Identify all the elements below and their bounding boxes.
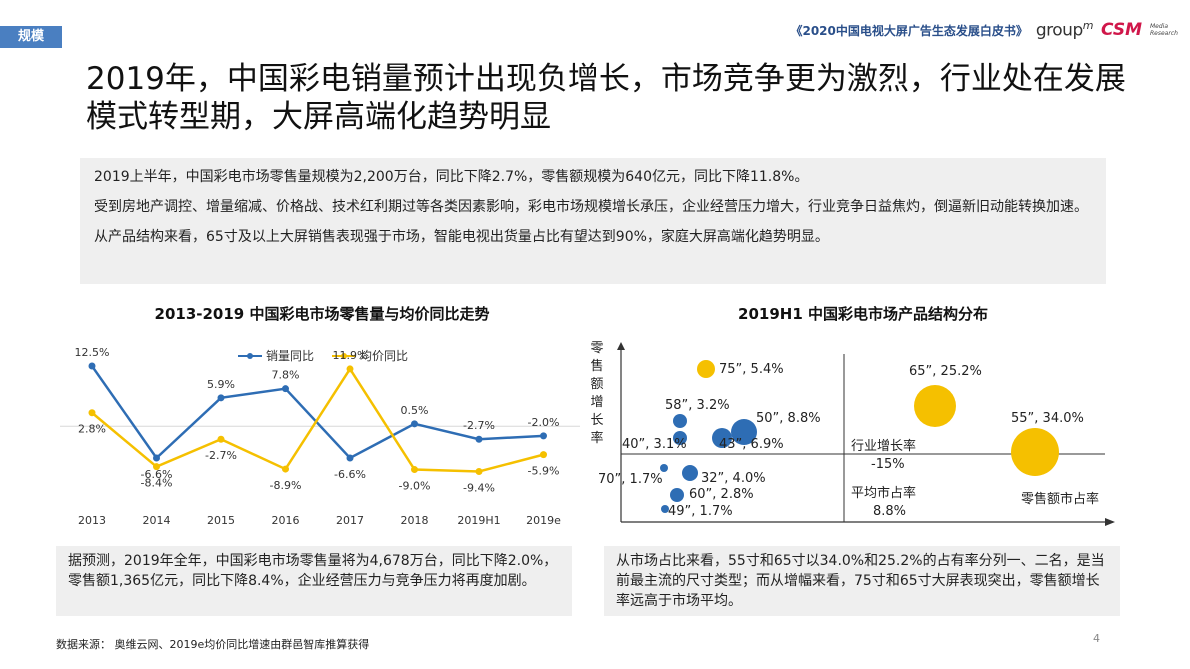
data-point-1-6 (475, 467, 483, 475)
forecast-note: 据预测，2019年全年，中国彩电市场零售量将为4,678万台，同比下降2.0%，… (56, 546, 572, 616)
bubble-label-2: 55”, 34.0% (1011, 411, 1084, 426)
line-chart: 销量同比 均价同比 12.5% -6.6% 5.9% 7.8% -6.6% 0.5% -2.7%… (60, 346, 580, 527)
bubble-7 (660, 464, 668, 472)
bubble-label-3: 58”, 3.2% (665, 398, 730, 413)
line-chart-title: 2013-2019 中国彩电市场零售量与均价同比走势 (154, 305, 490, 323)
y-axis-arrow (617, 342, 625, 350)
data-point-0-0 (88, 362, 96, 370)
data-point-1-4 (346, 365, 354, 373)
bubble-label-6: 43”, 6.9% (719, 437, 784, 452)
data-label-0-4: -6.6% (334, 468, 366, 481)
data-label-0-2: 5.9% (207, 378, 235, 391)
x-tick-label-1: 2014 (143, 514, 171, 527)
groupm-logo-sup: m (1082, 19, 1094, 33)
data-label-0-3: 7.8% (272, 369, 300, 382)
y-axis-label: 零售额增长率 (590, 341, 603, 446)
bubble-label-7: 70”, 1.7% (598, 472, 663, 487)
bubble-label-0: 75”, 5.4% (719, 362, 784, 377)
data-point-1-0 (88, 409, 96, 417)
x-axis-label: 零售额市占率 (1021, 491, 1099, 507)
data-label-0-0: 12.5% (75, 346, 110, 359)
data-label-1-7: -5.9% (528, 465, 560, 478)
legend-marker-0 (247, 353, 253, 359)
data-point-0-5 (411, 420, 418, 428)
scatter-chart-title: 2019H1 中国彩电市场产品结构分布 (738, 305, 988, 323)
data-label-1-0: 2.8% (78, 423, 106, 436)
data-point-0-6 (475, 435, 483, 443)
bubble-label-10: 49”, 1.7% (668, 504, 733, 519)
groupm-logo-text: group (1035, 20, 1083, 41)
x-tick-label-2: 2015 (207, 514, 235, 527)
data-label-1-2: -2.7% (205, 449, 237, 462)
page-number: 4 (1093, 632, 1100, 645)
summary-box: 2019上半年，中国彩电市场零售量规模为2,200万台，同比下降2.7%，零售额… (80, 158, 1106, 284)
legend-marker-1 (341, 353, 347, 359)
bubble-label-9: 60”, 2.8% (689, 487, 754, 502)
data-label-1-5: -9.0% (399, 480, 431, 493)
report-title: 《2020中国电视大屏广告生态发展白皮书》 (790, 23, 1028, 38)
bubble-label-8: 32”, 4.0% (701, 471, 766, 486)
data-point-0-7 (540, 432, 547, 440)
x-tick-label-6: 2019H1 (457, 514, 500, 527)
legend-label-1: 均价同比 (360, 349, 408, 363)
series-line-1 (91, 366, 544, 473)
bubble-6 (712, 428, 732, 448)
x-tick-label-7: 2019e (526, 514, 561, 527)
data-point-1-7 (540, 451, 547, 459)
bubble-label-1: 65”, 25.2% (909, 364, 982, 379)
bubble-5 (673, 431, 687, 445)
groupm-logo: groupm (1035, 19, 1094, 41)
legend-label-0: 销量同比 (266, 349, 314, 363)
data-label-0-5: 0.5% (401, 404, 429, 417)
data-point-0-3 (282, 385, 289, 393)
bubble-2 (1011, 428, 1059, 476)
bubble-9 (670, 488, 684, 502)
bubble-10 (661, 505, 669, 513)
data-label-1-6: -9.4% (463, 481, 495, 494)
csm-logo-subtitle: Media Research (1150, 23, 1178, 37)
csm-logo: CSM (1100, 20, 1142, 40)
data-label-1-4: 11.9% (333, 349, 368, 362)
summary-paragraph-3: 从产品结构来看，65寸及以上大屏销售表现强于市场，智能电视出货量占比有望达到90… (94, 229, 829, 245)
summary-paragraph-2: 受到房地产调控、增量缩减、价格战、技术红利期过等各类因素影响，彩电市场规模增长承… (94, 199, 1088, 215)
data-label-1-1: -8.4% (141, 477, 173, 490)
data-label-0-7: -2.0% (528, 416, 560, 429)
x-tick-label-5: 2018 (401, 514, 429, 527)
data-label-0-6: -2.7% (463, 419, 495, 432)
series-line-0 (90, 365, 544, 460)
x-tick-label-3: 2016 (272, 514, 300, 527)
bubble-label-4: 50”, 8.8% (756, 411, 821, 426)
bubble-label-5: 40”, 3.1% (622, 437, 687, 452)
data-point-1-5 (411, 466, 418, 474)
data-point-0-4 (346, 454, 354, 462)
section-tag: 规模 (0, 26, 62, 48)
bubble-1 (914, 385, 956, 427)
x-tick-label-4: 2017 (336, 514, 364, 527)
industry-growth-value: -15% (871, 457, 905, 472)
bubble-8 (682, 465, 698, 481)
bubble-0 (697, 360, 715, 378)
page-title: 2019年，中国彩电销量预计出现负增长，市场竞争更为激烈，行业处在发展模式转型期… (86, 61, 1126, 135)
data-point-0-1 (153, 454, 160, 462)
data-source: 数据来源： 奥维云网、2019e均价同比增速由群邑智库推算获得 (56, 638, 370, 651)
data-label-0-1: -6.6% (141, 468, 173, 481)
avg-share-value: 8.8% (873, 504, 906, 519)
x-tick-label-0: 2013 (78, 514, 106, 527)
x-axis-arrow (1105, 518, 1115, 526)
data-point-0-2 (217, 394, 225, 402)
summary-paragraph-1: 2019上半年，中国彩电市场零售量规模为2,200万台，同比下降2.7%，零售额… (94, 169, 809, 185)
avg-share-label: 平均市占率 (851, 485, 916, 501)
data-point-1-3 (282, 465, 289, 473)
market-share-note: 从市场占比来看，55寸和65寸以34.0%和25.2%的占有率分列一、二名，是当… (604, 546, 1120, 616)
data-point-1-2 (217, 435, 225, 443)
bubble-4 (731, 419, 757, 445)
industry-growth-label: 行业增长率 (851, 438, 916, 454)
bubble-3 (673, 414, 687, 428)
header-branding: 《2020中国电视大屏广告生态发展白皮书》 groupm CSM Media R… (790, 14, 1178, 46)
data-label-1-3: -8.9% (270, 479, 302, 492)
data-point-1-1 (153, 463, 160, 471)
